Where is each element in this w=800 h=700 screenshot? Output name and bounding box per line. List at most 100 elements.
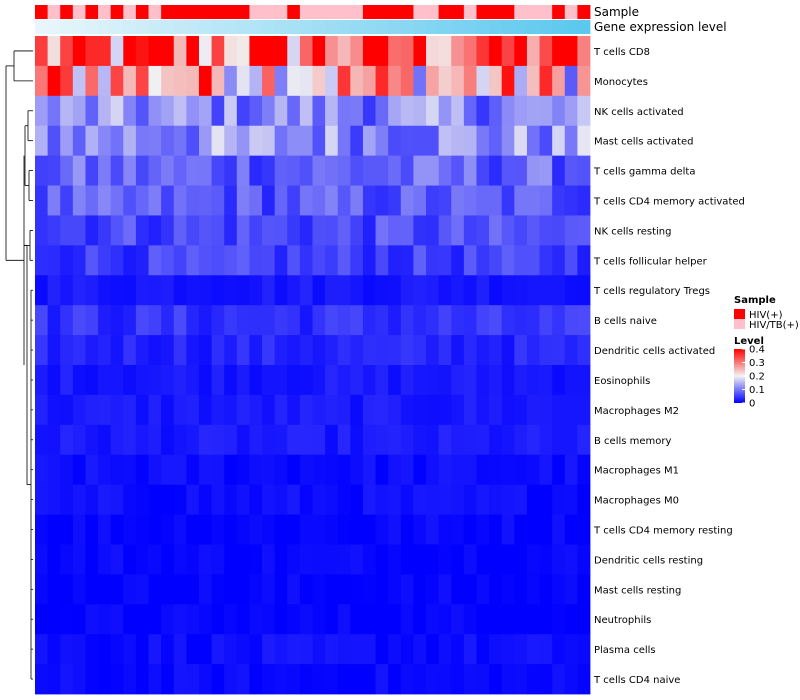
heatmap-cell	[211, 155, 225, 186]
heatmap-cell	[476, 125, 490, 157]
heatmap-cell	[476, 394, 490, 426]
heatmap-cell	[98, 215, 112, 246]
heatmap-cell	[173, 484, 187, 515]
heatmap-cell	[72, 95, 86, 127]
heatmap-cell	[388, 394, 402, 426]
heatmap-cell	[564, 634, 578, 665]
sample-annotation-bar	[35, 5, 591, 19]
heatmap-cell	[463, 424, 477, 456]
heatmap-cell	[262, 514, 276, 545]
legend-level-tick-label: 0.3	[749, 358, 765, 369]
heatmap-cell	[287, 634, 301, 665]
heatmap-cell	[224, 185, 238, 216]
heatmap-cell	[514, 394, 528, 426]
heatmap-cell	[514, 155, 528, 186]
heatmap-cell	[211, 424, 225, 456]
heatmap-cell	[173, 394, 187, 426]
heatmap-cell	[110, 36, 124, 67]
heatmap-cell	[400, 394, 414, 426]
heatmap-cell	[388, 305, 402, 336]
heatmap-cell	[564, 95, 578, 127]
heatmap-cell	[463, 305, 477, 336]
heatmap-cell	[438, 514, 452, 545]
heatmap-cell	[312, 394, 326, 426]
gene-expression-annotation-cell	[337, 20, 351, 34]
heatmap-cell	[173, 215, 187, 246]
legend-level-tick-label: 0	[749, 399, 755, 410]
heatmap-cell	[148, 245, 162, 276]
heatmap-cell	[325, 155, 339, 186]
heatmap-cell	[161, 245, 175, 276]
sample-annotation-cell	[123, 5, 137, 19]
heatmap-cell	[438, 185, 452, 216]
heatmap-cell	[262, 125, 276, 157]
heatmap-cell	[362, 664, 376, 695]
heatmap-cell	[451, 305, 465, 336]
heatmap-cell	[274, 36, 288, 67]
heatmap-cell	[173, 95, 187, 127]
heatmap-cell	[35, 155, 49, 186]
heatmap-cell	[552, 424, 566, 456]
heatmap-cell	[312, 634, 326, 665]
sample-annotation-cell	[375, 5, 389, 19]
heatmap-cell	[135, 335, 149, 366]
heatmap-cell	[299, 245, 313, 276]
heatmap-cell	[262, 574, 276, 605]
heatmap-cell	[47, 155, 61, 186]
heatmap-cell	[552, 275, 566, 306]
heatmap-cell	[110, 215, 124, 246]
heatmap-cell	[72, 125, 86, 157]
heatmap-cell	[274, 604, 288, 635]
heatmap-cell	[161, 365, 175, 396]
heatmap-cell	[413, 484, 427, 515]
heatmap-cell	[173, 155, 187, 186]
heatmap-cell	[98, 634, 112, 665]
heatmap-cell	[161, 335, 175, 366]
heatmap-cell	[148, 454, 162, 486]
heatmap-cell	[312, 335, 326, 366]
heatmap-cell	[35, 335, 49, 366]
heatmap-cell	[224, 365, 238, 396]
heatmap-cell	[451, 275, 465, 306]
heatmap-cell	[539, 484, 553, 515]
heatmap-cell	[60, 155, 74, 186]
heatmap-cell	[325, 65, 339, 97]
heatmap-cell	[362, 424, 376, 456]
heatmap-cell	[47, 544, 61, 575]
heatmap-cell	[299, 664, 313, 695]
heatmap-cell	[400, 514, 414, 545]
gene-expression-annotation-cell	[72, 20, 86, 34]
heatmap-cell	[362, 305, 376, 336]
heatmap-cell	[514, 275, 528, 306]
heatmap-cell	[47, 65, 61, 97]
heatmap-cell	[438, 95, 452, 127]
heatmap-cell	[173, 424, 187, 456]
heatmap-cell	[135, 634, 149, 665]
heatmap-cell	[148, 634, 162, 665]
heatmap-cell	[211, 574, 225, 605]
heatmap-cell	[249, 335, 263, 366]
heatmap-cell	[224, 245, 238, 276]
heatmap-cell	[161, 634, 175, 665]
heatmap-cell	[413, 305, 427, 336]
heatmap-cell	[262, 604, 276, 635]
heatmap-cell	[262, 484, 276, 515]
heatmap-cell	[198, 125, 212, 157]
heatmap-cell	[514, 245, 528, 276]
heatmap-cell	[110, 245, 124, 276]
heatmap-cell	[135, 484, 149, 515]
heatmap-cell	[72, 454, 86, 486]
heatmap-cell	[211, 454, 225, 486]
heatmap-cell	[123, 634, 137, 665]
legend-level-tick-label: 0.2	[749, 372, 765, 383]
heatmap-cell	[362, 65, 376, 97]
heatmap-cell	[463, 484, 477, 515]
heatmap-cell	[514, 335, 528, 366]
heatmap-cell	[224, 305, 238, 336]
heatmap-cell	[312, 245, 326, 276]
sample-annotation-cell	[98, 5, 112, 19]
heatmap-cell	[135, 275, 149, 306]
heatmap-cell	[287, 604, 301, 635]
heatmap-cell	[526, 275, 540, 306]
gene-expression-annotation-cell	[489, 20, 503, 34]
